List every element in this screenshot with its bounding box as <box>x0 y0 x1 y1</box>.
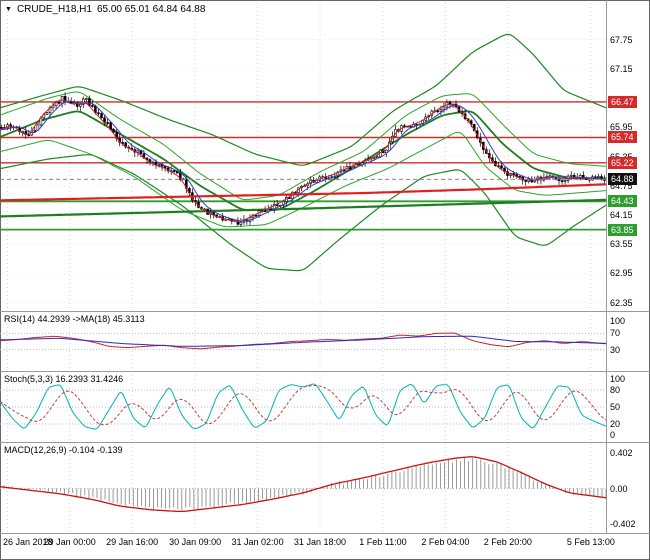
macd-scale-label: 0.402 <box>610 447 633 458</box>
time-axis-label: 1 Feb 11:00 <box>359 537 407 547</box>
macd-scale-label: 0.00 <box>610 483 628 494</box>
stoch-scale-label: 100 <box>610 373 626 384</box>
price-tick-label: 63.55 <box>610 239 633 250</box>
price-tick-label: 67.15 <box>610 63 633 74</box>
price-tick-label: 64.15 <box>610 209 633 220</box>
price-tick-label: 65.95 <box>610 122 633 133</box>
time-axis-label: 30 Jan 09:00 <box>169 537 222 547</box>
rsi-scale-label: 100 <box>610 316 626 327</box>
time-axis-label: 31 Jan 18:00 <box>293 537 346 547</box>
time-axis-label: 2 Feb 04:00 <box>421 537 470 547</box>
price-level-badge: 65.22 <box>608 156 637 169</box>
time-axis-label: 2 Feb 20:00 <box>483 537 532 547</box>
price-level-badge: 63.85 <box>608 223 637 236</box>
price-tick-label: 62.95 <box>610 268 633 279</box>
stoch-scale-label: 0 <box>610 430 616 441</box>
time-axis-label: 29 Jan 00:00 <box>43 537 96 547</box>
time-axis-label: 29 Jan 16:00 <box>106 537 159 547</box>
symbol-name: CRUDE_H18,H1 <box>16 4 92 15</box>
rsi-scale-label: 30 <box>610 344 621 355</box>
symbol-ohlc: 65.00 65.01 64.84 64.88 <box>96 4 206 15</box>
rsi-scale-label: 70 <box>610 328 621 339</box>
price-level-badge: 64.88 <box>608 173 637 186</box>
price-tick-label: 65.35 <box>610 152 633 162</box>
chart-dropdown-icon[interactable]: ▼ <box>5 6 12 13</box>
time-axis-label: 31 Jan 02:00 <box>231 537 284 547</box>
stoch-scale-label: 50 <box>610 402 621 412</box>
stoch-indicator-label: Stoch(5,3,3) 16.2393 31.4246 <box>4 374 124 384</box>
time-axis-label: 5 Feb 13:00 <box>566 537 615 547</box>
macd-indicator-label: MACD(12,26,9) -0.104 -0.139 <box>4 445 123 455</box>
price-level-badge: 66.47 <box>608 95 637 108</box>
price-level-badge: 65.74 <box>608 131 637 144</box>
time-axis-label: 26 Jan 2018 <box>3 537 53 547</box>
stoch-scale-label: 80 <box>610 385 621 395</box>
price-tick-label: 67.75 <box>610 34 633 45</box>
time-axis[interactable]: 26 Jan 2018 29 Jan 00:00 29 Jan 16:00 30 Ja… <box>0 534 650 560</box>
price-tick-label: 64.75 <box>610 180 633 191</box>
price-level-badge: 64.43 <box>608 195 637 208</box>
price-tick-label: 62.35 <box>610 297 633 308</box>
price-scale[interactable]: 67.75 67.15 65.95 65.35 64.75 64.15 63.55 62.95… <box>608 0 650 534</box>
symbol-header: ▼ CRUDE_H18,H1 65.00 65.01 64.84 64.88 <box>5 4 205 15</box>
macd-scale-label: -0.402 <box>610 519 636 530</box>
rsi-indicator-label: RSI(14) 44.2939 ->MA(18) 45.3113 <box>4 314 145 324</box>
stoch-scale-label: 20 <box>610 419 621 429</box>
